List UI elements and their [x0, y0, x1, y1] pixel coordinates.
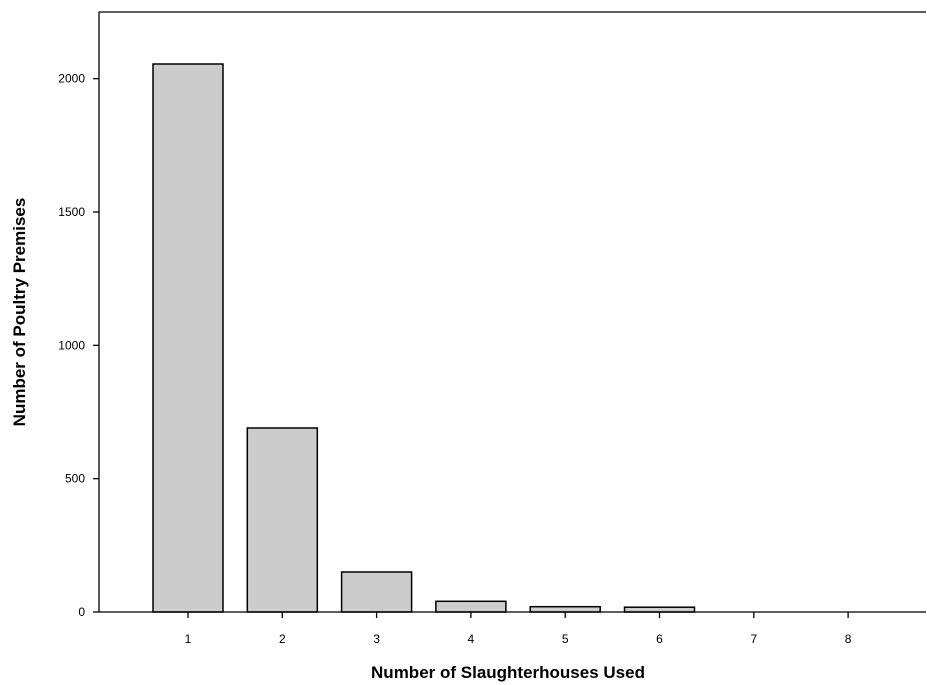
x-ticks-group: 1 2 3 4 5 6 7 8 — [185, 612, 852, 646]
x-tick-label: 7 — [750, 632, 757, 646]
x-tick-label: 4 — [468, 632, 475, 646]
bar-2 — [246, 427, 319, 613]
x-tick-label: 1 — [185, 632, 192, 646]
bar-1 — [152, 63, 224, 613]
y-axis-title: Number of Poultry Premises — [10, 198, 29, 427]
y-ticks-group: 0 500 1000 1500 2000 — [58, 72, 99, 619]
y-tick-label: 2000 — [58, 72, 85, 86]
axes-group — [98, 11, 926, 613]
bar-5 — [529, 605, 601, 613]
x-tick-label: 6 — [656, 632, 663, 646]
x-tick-label: 2 — [279, 632, 286, 646]
x-tick-label: 3 — [373, 632, 380, 646]
bars-group — [152, 63, 696, 613]
x-axis-title: Number of Slaughterhouses Used — [371, 663, 645, 682]
y-tick-label: 1000 — [58, 338, 85, 352]
bar-4 — [435, 600, 507, 613]
x-tick-label: 8 — [845, 632, 852, 646]
y-tick-label: 0 — [78, 605, 85, 619]
bar-6 — [623, 606, 696, 613]
bar-3 — [340, 571, 413, 613]
y-tick-label: 1500 — [58, 205, 85, 219]
y-tick-label: 500 — [65, 472, 85, 486]
x-tick-label: 5 — [562, 632, 569, 646]
